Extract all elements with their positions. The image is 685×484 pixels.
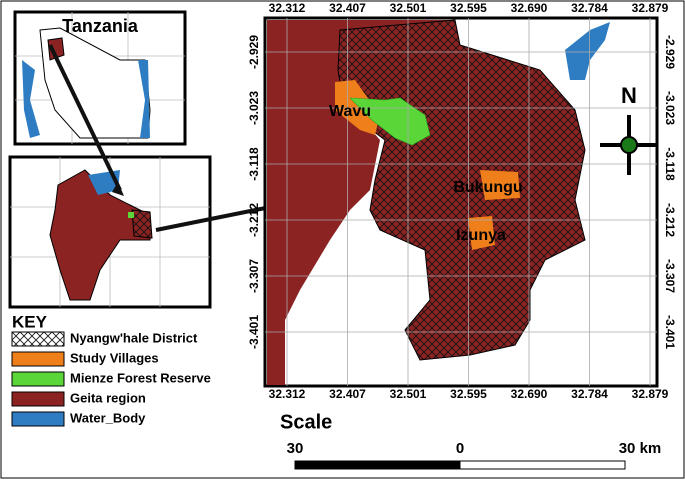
y-tick-label-left: -3.118 xyxy=(247,147,261,181)
scale-label: 30 km xyxy=(619,440,662,457)
legend-swatch xyxy=(11,391,65,407)
x-tick-label-bottom: 32.784 xyxy=(571,387,608,401)
x-tick-label-bottom: 32.879 xyxy=(632,387,669,401)
y-tick-label-right: -3.212 xyxy=(663,203,677,237)
y-tick-label-right: -3.118 xyxy=(663,147,677,181)
x-tick-label-top: 32.407 xyxy=(329,1,366,15)
inset-tanzania: Tanzania xyxy=(13,10,187,146)
legend-label: Mienze Forest Reserve xyxy=(70,370,211,385)
x-tick-label-top: 32.879 xyxy=(632,1,669,15)
place-label: Wavu xyxy=(329,103,371,120)
y-tick-label-right: -2.929 xyxy=(663,35,677,69)
pointer-arrow-head xyxy=(112,182,124,196)
scale-label: 30 xyxy=(287,440,304,457)
legend-swatch xyxy=(11,351,65,367)
scale-label: 0 xyxy=(456,440,464,457)
y-tick-label-right: -3.307 xyxy=(663,259,677,293)
main-map: N Wavu Bukungu Izunya 32.312 32.312 32.407… xyxy=(247,1,677,401)
inset-title: Tanzania xyxy=(62,16,139,36)
scale-bar: Scale 30 0 30 km xyxy=(280,411,662,470)
legend-label: Geita region xyxy=(70,390,146,405)
x-tick-label-top: 32.690 xyxy=(511,1,548,15)
legend-label: Water_Body xyxy=(70,410,146,425)
legend-swatch xyxy=(11,371,65,387)
scale-title: Scale xyxy=(280,411,332,433)
x-tick-label-top: 32.784 xyxy=(571,1,608,15)
inset-region xyxy=(8,155,212,309)
y-tick-label-left: -3.307 xyxy=(247,259,261,293)
legend-title: KEY xyxy=(12,312,48,331)
y-tick-label-left: -3.023 xyxy=(247,91,261,125)
x-tick-label-bottom: 32.501 xyxy=(390,387,427,401)
north-arrow-center xyxy=(620,136,638,154)
place-label: Izunya xyxy=(456,227,506,244)
legend: KEY Nyangw'hale District Study Villages Mi… xyxy=(11,312,211,427)
legend-label: Nyangw'hale District xyxy=(70,330,198,345)
y-tick-label-left: -3.212 xyxy=(247,203,261,237)
x-tick-label-top: 32.595 xyxy=(450,1,487,15)
y-tick-label-left: -3.401 xyxy=(247,315,261,349)
x-tick-label-bottom: 32.407 xyxy=(329,387,366,401)
y-tick-label-left: -2.929 xyxy=(247,35,261,69)
place-label: Bukungu xyxy=(453,179,522,196)
x-tick-label-top: 32.312 xyxy=(269,1,306,15)
x-tick-label-top: 32.501 xyxy=(390,1,427,15)
y-tick-label-right: -3.023 xyxy=(663,91,677,125)
legend-swatch xyxy=(11,331,65,347)
x-tick-label-bottom: 32.595 xyxy=(450,387,487,401)
north-label: N xyxy=(621,83,637,108)
legend-swatch xyxy=(11,411,65,427)
legend-label: Study Villages xyxy=(70,350,159,365)
x-tick-label-bottom: 32.690 xyxy=(511,387,548,401)
y-tick-label-right: -3.401 xyxy=(663,315,677,349)
x-tick-label-bottom: 32.312 xyxy=(269,387,306,401)
pointer-arrow xyxy=(48,44,122,191)
